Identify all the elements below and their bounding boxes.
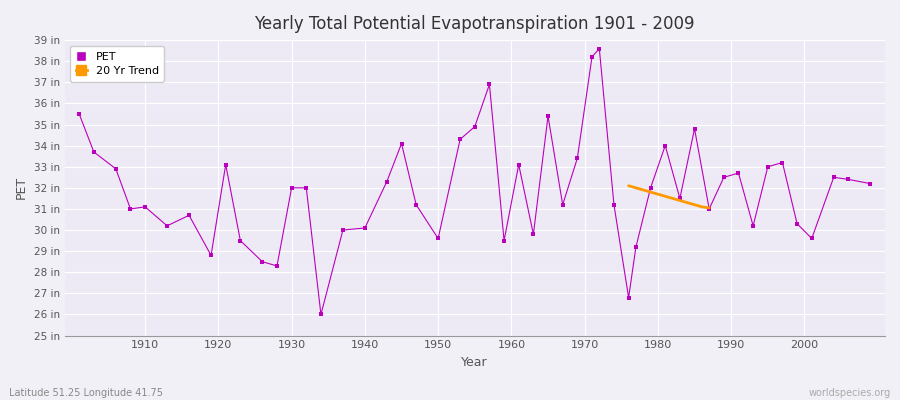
Y-axis label: PET: PET	[15, 176, 28, 200]
X-axis label: Year: Year	[462, 356, 488, 369]
Legend: PET, 20 Yr Trend: PET, 20 Yr Trend	[70, 46, 165, 82]
Text: worldspecies.org: worldspecies.org	[809, 388, 891, 398]
Title: Yearly Total Potential Evapotranspiration 1901 - 2009: Yearly Total Potential Evapotranspiratio…	[255, 15, 695, 33]
Text: Latitude 51.25 Longitude 41.75: Latitude 51.25 Longitude 41.75	[9, 388, 163, 398]
